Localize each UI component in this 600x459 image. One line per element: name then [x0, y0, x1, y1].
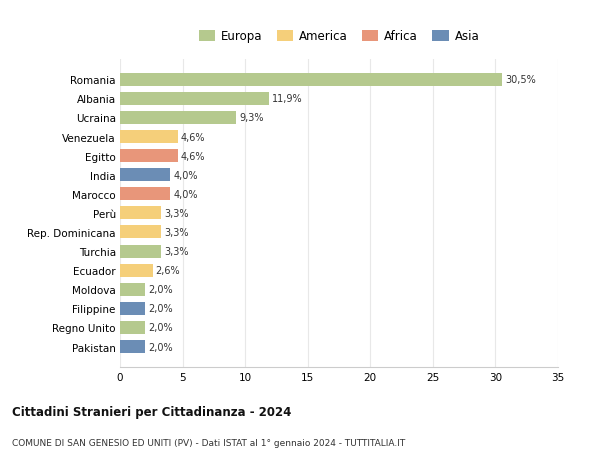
- Text: 4,6%: 4,6%: [181, 151, 205, 161]
- Text: 2,6%: 2,6%: [155, 266, 180, 275]
- Bar: [120, 112, 236, 125]
- Bar: [120, 169, 170, 182]
- Text: COMUNE DI SAN GENESIO ED UNITI (PV) - Dati ISTAT al 1° gennaio 2024 - TUTTITALIA: COMUNE DI SAN GENESIO ED UNITI (PV) - Da…: [12, 438, 405, 447]
- Text: 4,6%: 4,6%: [181, 132, 205, 142]
- Bar: [120, 264, 152, 277]
- Text: 3,3%: 3,3%: [164, 208, 189, 218]
- Bar: [120, 150, 178, 163]
- Bar: [120, 302, 145, 315]
- Text: 2,0%: 2,0%: [148, 304, 173, 313]
- Bar: [120, 340, 145, 353]
- Bar: [120, 226, 161, 239]
- Text: 2,0%: 2,0%: [148, 342, 173, 352]
- Text: 2,0%: 2,0%: [148, 323, 173, 333]
- Bar: [120, 207, 161, 220]
- Text: 9,3%: 9,3%: [239, 113, 264, 123]
- Bar: [120, 131, 178, 144]
- Legend: Europa, America, Africa, Asia: Europa, America, Africa, Asia: [194, 26, 484, 48]
- Bar: [120, 245, 161, 258]
- Text: 11,9%: 11,9%: [272, 94, 302, 104]
- Text: 3,3%: 3,3%: [164, 246, 189, 257]
- Text: 4,0%: 4,0%: [173, 170, 197, 180]
- Bar: [120, 93, 269, 106]
- Bar: [120, 188, 170, 201]
- Text: Cittadini Stranieri per Cittadinanza - 2024: Cittadini Stranieri per Cittadinanza - 2…: [12, 405, 292, 419]
- Bar: [120, 321, 145, 334]
- Bar: [120, 283, 145, 296]
- Text: 2,0%: 2,0%: [148, 285, 173, 295]
- Bar: [120, 73, 502, 87]
- Text: 4,0%: 4,0%: [173, 190, 197, 199]
- Text: 30,5%: 30,5%: [505, 75, 536, 85]
- Text: 3,3%: 3,3%: [164, 228, 189, 237]
